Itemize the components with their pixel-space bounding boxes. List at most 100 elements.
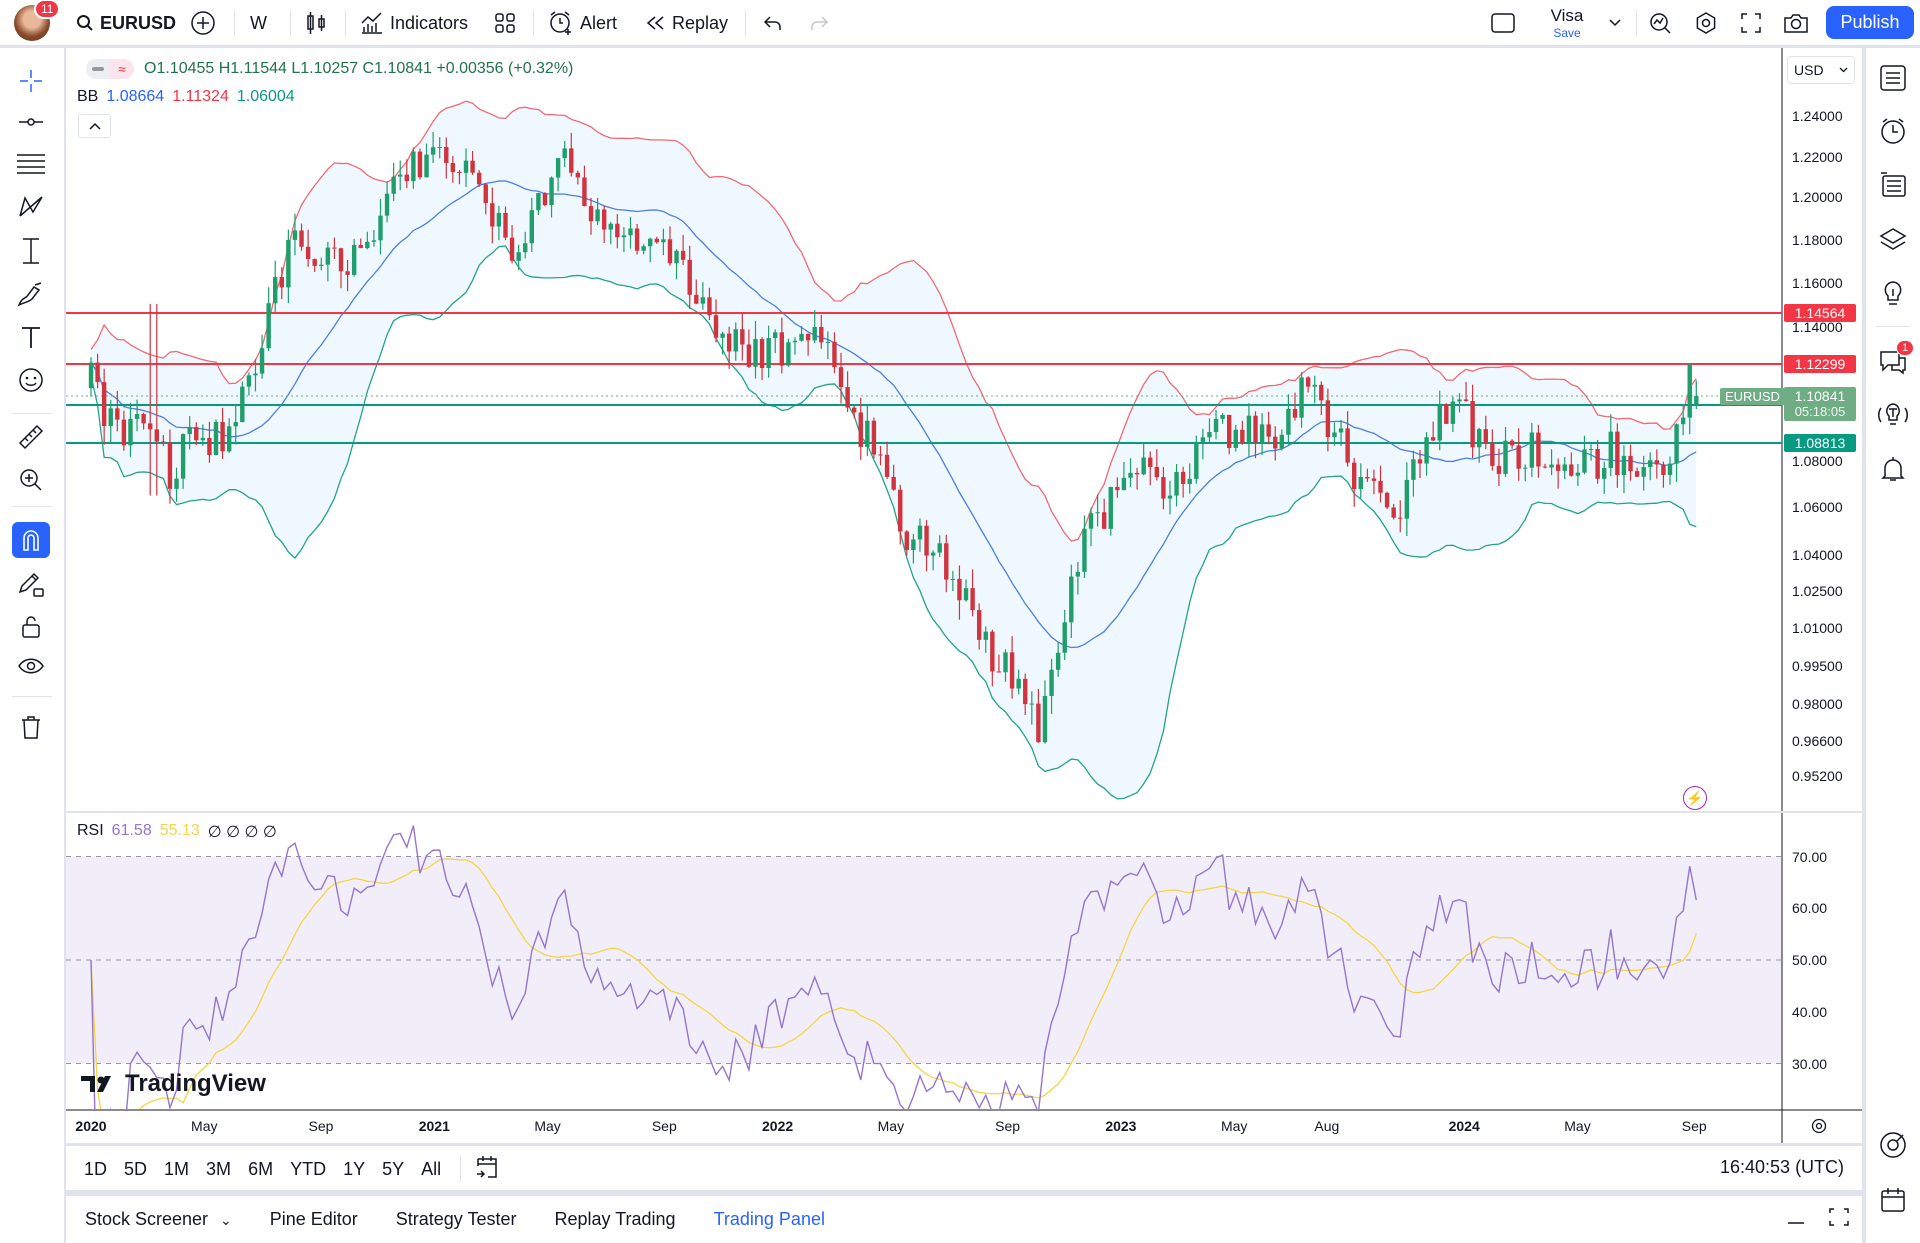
fullscreen-button[interactable]: [1740, 0, 1762, 46]
chart-type-button[interactable]: [305, 0, 327, 46]
maximize-panel-button[interactable]: [1828, 1207, 1850, 1232]
candle-body: [608, 223, 613, 230]
range-button-ytd[interactable]: YTD: [290, 1158, 327, 1179]
goto-date-button[interactable]: [475, 1154, 499, 1185]
range-button-3m[interactable]: 3M: [206, 1158, 232, 1179]
compare-symbol-button[interactable]: [190, 0, 216, 46]
tab-trading-panel[interactable]: Trading Panel: [695, 1209, 844, 1230]
quick-search-button[interactable]: [1648, 0, 1672, 46]
layout-save-button[interactable]: Visa Save: [1530, 0, 1604, 46]
projection-tool[interactable]: [16, 236, 46, 266]
stay-in-drawing-mode[interactable]: [16, 569, 46, 599]
candle-body: [1595, 449, 1600, 479]
bb-legend[interactable]: BB 1.08664 1.11324 1.06004: [77, 88, 295, 106]
calendar-button[interactable]: [1878, 1185, 1908, 1215]
candle-body: [845, 387, 850, 408]
tradingview-logo[interactable]: TradingView: [81, 1070, 266, 1098]
trend-line-tool[interactable]: [16, 107, 46, 137]
lock-drawings-button[interactable]: [16, 612, 46, 642]
magnifier-chart-icon: [1650, 13, 1671, 34]
chevron-down-icon: [1609, 19, 1621, 27]
price-tick-label: 0.96600: [1792, 733, 1843, 749]
alerts-button[interactable]: [1878, 116, 1908, 146]
replay-button[interactable]: Replay: [644, 0, 728, 46]
redo-button[interactable]: [808, 0, 830, 46]
hide-drawings-button[interactable]: [16, 652, 46, 682]
snapshot-button[interactable]: [1783, 0, 1809, 46]
candle-body: [384, 193, 390, 216]
tab-stock-screener[interactable]: Stock Screener ⌄: [66, 1209, 251, 1230]
chevron-down-icon[interactable]: ⌄: [216, 1212, 232, 1228]
candle-body: [253, 373, 258, 376]
templates-button[interactable]: [494, 0, 516, 46]
range-button-1y[interactable]: 1Y: [343, 1158, 366, 1179]
lightning-icon[interactable]: ⚡: [1683, 786, 1707, 810]
rsi-legend[interactable]: RSI 61.58 55.13 ∅ ∅ ∅ ∅: [77, 822, 277, 842]
zoom-in-tool[interactable]: [16, 465, 46, 495]
text-tool[interactable]: [16, 322, 46, 352]
alert-button[interactable]: Alert: [548, 0, 617, 46]
rsi-tick-label: 70.00: [1792, 848, 1828, 865]
legend-toggle[interactable]: ≈: [86, 59, 134, 79]
chats-button[interactable]: 1: [1878, 340, 1915, 376]
measure-tool[interactable]: [16, 422, 46, 452]
fullscreen-icon: [1741, 13, 1761, 33]
notifications-button[interactable]: [1878, 454, 1908, 484]
candle-body: [1161, 477, 1166, 499]
fib-tool[interactable]: [16, 148, 46, 178]
candle-body: [1036, 703, 1041, 743]
layout-toggle-button[interactable]: [1491, 0, 1515, 46]
candle-body: [496, 212, 502, 227]
publish-button[interactable]: Publish: [1826, 6, 1914, 39]
user-avatar[interactable]: 11: [14, 0, 61, 46]
candle-body: [1075, 571, 1081, 577]
range-button-1d[interactable]: 1D: [84, 1158, 108, 1179]
minimize-panel-button[interactable]: [1786, 1207, 1806, 1232]
range-button-5y[interactable]: 5Y: [382, 1158, 405, 1179]
idea-stream-button[interactable]: [1878, 400, 1908, 430]
range-button-5d[interactable]: 5D: [124, 1158, 148, 1179]
tab-pine-editor[interactable]: Pine Editor: [251, 1209, 377, 1230]
watchlist-button[interactable]: [1878, 63, 1908, 93]
tab-replay-trading[interactable]: Replay Trading: [535, 1209, 694, 1230]
range-button-6m[interactable]: 6M: [248, 1158, 274, 1179]
currency-select[interactable]: USD: [1787, 56, 1855, 84]
symbol-search[interactable]: EURUSD: [76, 0, 176, 46]
candle-body: [358, 244, 363, 249]
help-button[interactable]: [1878, 1130, 1908, 1160]
clock-utc[interactable]: 16:40:53 (UTC): [1720, 1157, 1845, 1177]
eye-icon: [18, 658, 44, 674]
candle-body: [976, 610, 982, 640]
magnet-mode-button[interactable]: [12, 522, 50, 558]
crosshair-tool[interactable]: [16, 66, 46, 96]
settings-button[interactable]: [1694, 0, 1718, 46]
candle-body: [838, 367, 844, 388]
symbol-label: EURUSD: [100, 12, 177, 33]
fib-lines-icon: [17, 154, 45, 174]
remove-drawings-button[interactable]: [16, 712, 46, 742]
object-tree-button[interactable]: [1878, 224, 1908, 254]
candle-body: [470, 160, 475, 173]
layout-dropdown-button[interactable]: [1608, 0, 1622, 46]
axis-settings-button[interactable]: [1810, 1117, 1828, 1140]
data-window-button[interactable]: [1878, 170, 1908, 200]
ideas-button[interactable]: [1878, 278, 1908, 308]
emoji-tool[interactable]: [16, 365, 46, 395]
collapse-legend-button[interactable]: [78, 114, 111, 138]
brush-icon: [17, 282, 42, 307]
candle-body: [1259, 424, 1265, 443]
candle-body: [101, 382, 107, 427]
range-button-all[interactable]: All: [421, 1158, 442, 1179]
indicators-button[interactable]: Indicators: [360, 0, 468, 46]
replay-label: Replay: [672, 12, 729, 33]
candle-body: [1621, 455, 1627, 476]
candle-body: [957, 578, 962, 601]
brush-tool[interactable]: [16, 279, 46, 309]
tab-strategy-tester[interactable]: Strategy Tester: [377, 1209, 536, 1230]
undo-button[interactable]: [762, 0, 784, 46]
range-button-1m[interactable]: 1M: [164, 1158, 190, 1179]
interval-button[interactable]: W: [250, 0, 267, 46]
pattern-tool[interactable]: [16, 192, 46, 222]
forecast-icon: [23, 238, 39, 264]
